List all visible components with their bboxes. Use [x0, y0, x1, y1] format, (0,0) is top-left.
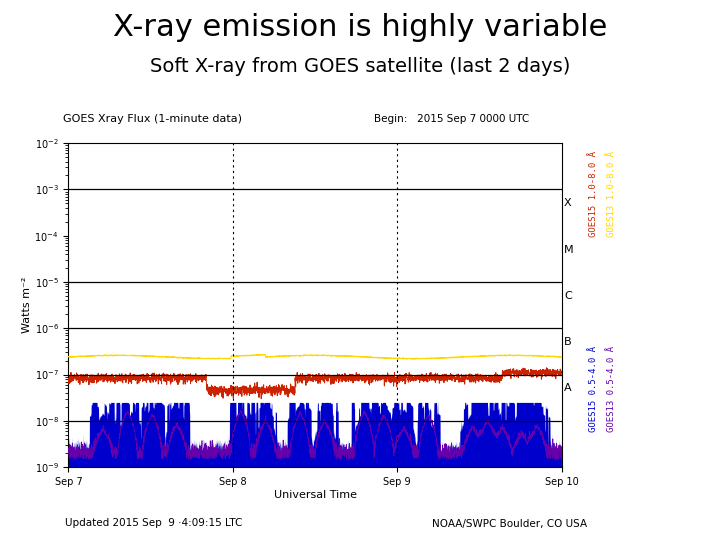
Text: X: X: [564, 198, 572, 208]
Text: GOES15 1.0-8.0 Å: GOES15 1.0-8.0 Å: [590, 151, 598, 238]
Text: NOAA/SWPC Boulder, CO USA: NOAA/SWPC Boulder, CO USA: [432, 518, 587, 529]
Text: Updated 2015 Sep  9 ·4:09:15 LTC: Updated 2015 Sep 9 ·4:09:15 LTC: [65, 518, 242, 529]
Text: M: M: [564, 245, 574, 254]
Text: C: C: [564, 291, 572, 301]
Y-axis label: Watts m⁻²: Watts m⁻²: [22, 277, 32, 333]
Text: GOES13 0.5-4.0 Å: GOES13 0.5-4.0 Å: [608, 346, 616, 432]
Text: GOES13 1.0-8.0 Å: GOES13 1.0-8.0 Å: [608, 151, 616, 238]
X-axis label: Universal Time: Universal Time: [274, 490, 356, 500]
Text: Begin:   2015 Sep 7 0000 UTC: Begin: 2015 Sep 7 0000 UTC: [374, 113, 529, 124]
Text: GOES Xray Flux (1-minute data): GOES Xray Flux (1-minute data): [63, 113, 243, 124]
Text: Soft X-ray from GOES satellite (last 2 days): Soft X-ray from GOES satellite (last 2 d…: [150, 57, 570, 76]
Text: B: B: [564, 337, 572, 347]
Text: X-ray emission is highly variable: X-ray emission is highly variable: [113, 14, 607, 43]
Text: A: A: [564, 383, 572, 394]
Text: GOES15 0.5-4.0 Å: GOES15 0.5-4.0 Å: [590, 346, 598, 432]
